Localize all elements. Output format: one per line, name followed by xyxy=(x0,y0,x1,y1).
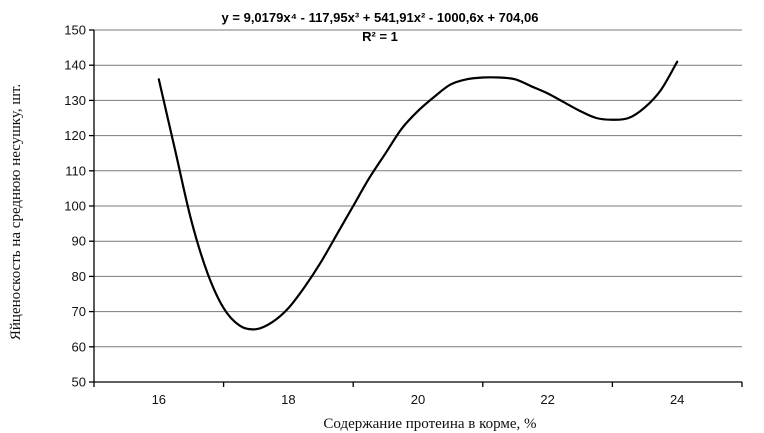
x-tick-label: 24 xyxy=(670,392,684,407)
series-line-0 xyxy=(157,60,679,331)
x-axis-title: Содержание протеина в корме, % xyxy=(323,416,536,432)
x-tick-label: 22 xyxy=(540,392,554,407)
y-tick-label: 110 xyxy=(65,163,86,178)
y-tick-label: 150 xyxy=(64,23,86,38)
y-tick-label: 130 xyxy=(64,93,86,108)
y-tick-label: 60 xyxy=(72,339,86,354)
y-tick-label: 120 xyxy=(64,128,86,143)
x-ticks: 16 18 20 22 24 xyxy=(93,382,743,407)
y-tick-label: 80 xyxy=(72,269,86,284)
grid xyxy=(94,29,742,383)
r-squared-label: R² = 1 xyxy=(362,29,398,44)
y-tick-label: 50 xyxy=(72,375,86,390)
x-tick-label: 18 xyxy=(281,392,295,407)
x-tick-label: 20 xyxy=(411,392,425,407)
series xyxy=(157,60,679,331)
trendline-equation: y = 9,0179x⁴ - 117,95x³ + 541,91x² - 100… xyxy=(222,10,539,25)
y-tick-label: 70 xyxy=(72,304,86,319)
y-axis-title: Яйценоскость на среднюю несушку, шт. xyxy=(8,84,24,340)
y-tick-label: 90 xyxy=(72,234,86,249)
x-tick-label: 16 xyxy=(152,392,166,407)
y-tick-label: 100 xyxy=(64,199,86,214)
y-tick-label: 140 xyxy=(64,58,86,73)
y-ticks: 50 60 70 80 90 100 110 120 130 140 150 xyxy=(64,23,94,390)
